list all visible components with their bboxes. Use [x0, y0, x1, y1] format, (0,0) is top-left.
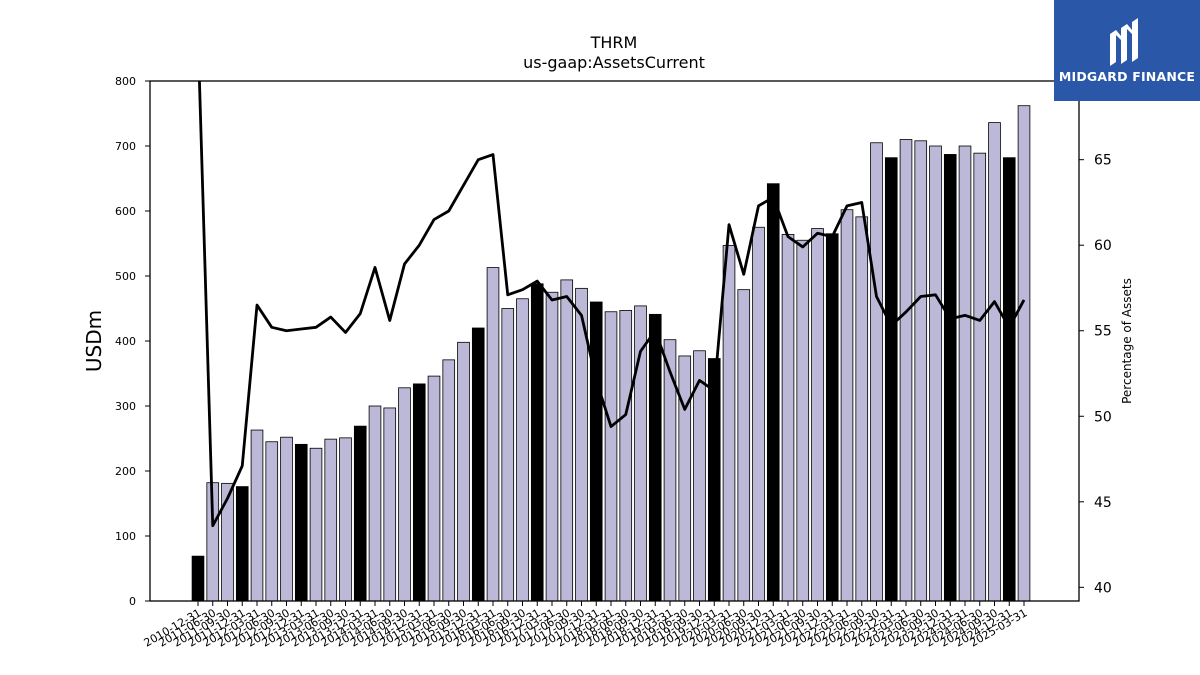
bar-2023-06-30	[914, 140, 928, 602]
bar-2023-09-30	[929, 145, 942, 602]
y2-tick-label: 45	[1094, 495, 1112, 511]
bar-2019-06-30	[678, 355, 692, 602]
bar-series	[191, 105, 1031, 602]
bar-2013-09-30	[339, 437, 352, 602]
bar-2020-06-30	[737, 289, 751, 602]
y2-tick-label: 65	[1094, 153, 1112, 169]
bar-2016-09-30	[516, 298, 529, 602]
bar-2018-06-30	[619, 310, 633, 602]
bar-2013-06-30	[324, 438, 338, 602]
y2-tick-label: 60	[1094, 238, 1112, 254]
percentage-line	[198, 81, 1026, 528]
bar-2015-12-31	[471, 327, 485, 602]
bar-2010-12-31	[191, 555, 205, 602]
y-tick-label: 100	[115, 530, 136, 543]
chart-subtitle: us-gaap:AssetsCurrent	[523, 53, 705, 72]
line-series	[198, 81, 1026, 528]
y-tick-label: 0	[129, 595, 136, 608]
bar-2024-06-30	[973, 152, 987, 602]
bar-2020-12-31	[766, 183, 780, 602]
y2-tick-label: 40	[1094, 580, 1112, 596]
bar-2024-09-30	[988, 122, 1001, 602]
bar-2016-06-30	[501, 308, 515, 602]
y2-tick-label: 50	[1094, 409, 1112, 425]
bar-2024-03-31	[958, 145, 972, 602]
bar-2014-12-31	[412, 383, 426, 602]
bar-2022-12-31	[884, 157, 898, 602]
y-axis-right: 40 45 50 55 60 65	[1079, 153, 1112, 596]
x-axis: 2010-12-312011-06-302011-09-302011-12-31…	[142, 601, 1030, 650]
bar-2021-09-30	[811, 228, 824, 602]
logo-text: MIDGARD FINANCE	[1059, 69, 1195, 84]
bar-2013-03-31	[309, 447, 323, 602]
bar-2014-06-30	[383, 407, 397, 602]
y-tick-label: 800	[115, 75, 136, 88]
bar-2016-03-31	[486, 267, 500, 602]
bar-2021-03-31	[781, 233, 795, 602]
bar-2016-12-31	[530, 283, 544, 602]
chart-title: THRM	[590, 33, 638, 52]
bar-2018-03-31	[604, 311, 618, 602]
y-tick-label: 700	[115, 140, 136, 153]
bar-2021-12-31	[825, 233, 839, 602]
bar-2015-03-31	[427, 375, 441, 602]
y-tick-label: 600	[115, 205, 136, 218]
y2-tick-label: 55	[1094, 324, 1112, 340]
midgard-m-icon	[1110, 18, 1138, 66]
bar-2012-09-30	[280, 436, 293, 602]
bar-2024-12-31	[1002, 157, 1016, 602]
y2-axis-label: Percentage of Assets	[1120, 278, 1134, 404]
bar-2020-03-31	[722, 245, 736, 602]
bar-2021-06-30	[796, 239, 810, 602]
bar-2015-09-30	[457, 341, 470, 602]
bar-2015-06-30	[442, 359, 456, 602]
bar-2022-06-30	[855, 216, 869, 602]
y-axis-left: 0 100 200 300 400 500 600 700 800	[115, 75, 150, 608]
midgard-logo: MIDGARD FINANCE	[1054, 0, 1200, 101]
y-axis-label: USDm	[82, 310, 106, 372]
y-tick-label: 500	[115, 270, 136, 283]
bar-2014-09-30	[398, 387, 411, 602]
bar-2022-09-30	[870, 142, 883, 602]
bar-2013-12-31	[353, 425, 367, 602]
bar-2012-06-30	[265, 441, 279, 602]
bar-2023-03-31	[899, 139, 913, 602]
bar-2019-12-31	[707, 358, 721, 602]
bar-2025-03-31	[1017, 105, 1031, 602]
bar-2011-12-31	[235, 486, 249, 602]
bar-2018-12-31	[648, 313, 662, 602]
bar-2017-03-31	[545, 291, 559, 602]
bar-2014-03-31	[368, 405, 382, 602]
bar-2017-06-30	[560, 279, 574, 602]
y-tick-label: 200	[115, 465, 136, 478]
bar-2020-09-30	[752, 226, 765, 602]
bar-2012-12-31	[294, 443, 308, 602]
y-tick-label: 400	[115, 335, 136, 348]
bar-2023-12-31	[943, 154, 957, 602]
y-tick-label: 300	[115, 400, 136, 413]
bar-2012-03-31	[250, 429, 264, 602]
bar-2017-12-31	[589, 301, 603, 602]
bar-2022-03-31	[840, 209, 854, 602]
